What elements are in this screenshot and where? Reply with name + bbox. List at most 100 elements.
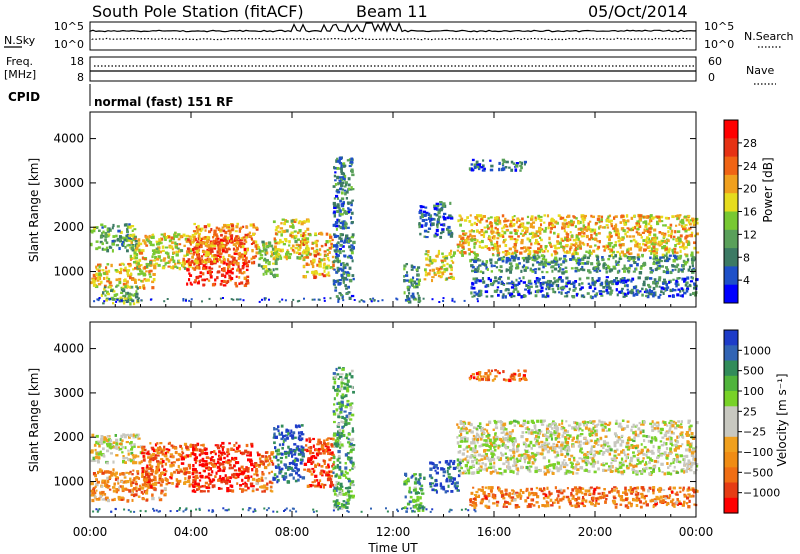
velocity-echo-cell	[328, 470, 331, 474]
power-echo-cell	[238, 244, 241, 248]
power-echo-cell	[145, 238, 149, 242]
power-echo-cell	[311, 270, 315, 275]
power-echo-cell	[406, 271, 409, 274]
power-echo-cell	[517, 225, 520, 229]
power-echo-cell	[312, 242, 315, 245]
power-echo-cell	[563, 229, 566, 233]
power-echo-cell	[529, 256, 533, 259]
power-echo-cell	[508, 282, 512, 285]
velocity-echo-cell	[201, 451, 204, 455]
power-echo-cell	[243, 239, 247, 242]
power-echo-cell	[686, 287, 690, 291]
velocity-echo-cell	[117, 480, 120, 483]
power-echo-cell	[436, 220, 440, 224]
power-scatter-cell	[373, 299, 376, 302]
power-echo-cell	[347, 187, 351, 191]
velocity-echo-cell	[161, 459, 165, 464]
velocity-echo-cell	[320, 483, 324, 486]
velocity-echo-cell	[323, 470, 326, 474]
power-echo-cell	[472, 286, 476, 290]
velocity-echo-cell	[159, 477, 162, 480]
power-echo-cell	[196, 281, 200, 285]
power-echo-cell	[437, 249, 441, 254]
velocity-echo-cell	[349, 490, 353, 493]
velocity-echo-cell	[158, 445, 161, 449]
power-echo-cell	[686, 285, 689, 288]
power-echo-cell	[306, 227, 310, 231]
power-echo-cell	[479, 214, 483, 218]
power-echo-cell	[297, 231, 300, 235]
power-echo-cell	[146, 278, 150, 282]
power-echo-cell	[656, 261, 659, 264]
power-echo-cell	[528, 239, 532, 243]
velocity-echo-cell	[324, 445, 328, 448]
power-echo-cell	[190, 249, 193, 252]
velocity-echo-cell	[295, 463, 298, 467]
velocity-echo-cell	[106, 461, 109, 465]
velocity-echo-cell	[137, 455, 140, 458]
velocity-echo-cell	[140, 452, 144, 455]
power-echo-cell	[175, 250, 179, 254]
power-echo-cell	[669, 288, 672, 293]
velocity-echo-cell	[227, 461, 231, 465]
power-echo-cell	[582, 228, 587, 231]
velocity-echo-cell	[308, 484, 313, 488]
power-echo-cell	[591, 237, 595, 241]
velocity-echo-cell	[173, 447, 178, 450]
power-echo-cell	[569, 231, 572, 234]
velocity-echo-cell	[161, 471, 165, 475]
power-echo-cell	[489, 216, 493, 219]
power-echo-cell	[596, 217, 601, 222]
velocity-echo-cell	[129, 490, 133, 494]
velocity-echo-cell	[183, 455, 187, 459]
power-echo-cell	[151, 286, 155, 290]
power-echo-cell	[221, 268, 225, 272]
velocity-echo-cell	[183, 442, 188, 446]
power-echo-cell	[622, 295, 626, 298]
velocity-echo-cell	[286, 451, 291, 455]
velocity-echo-cell	[253, 473, 256, 476]
power-echo-cell	[630, 216, 634, 220]
velocity-echo-cell	[124, 461, 127, 464]
velocity-echo-cell	[193, 457, 197, 462]
power-echo-cell	[163, 232, 167, 237]
power-echo-cell	[434, 232, 437, 235]
nsky-tick-high: 10^5	[54, 20, 84, 33]
power-echo-cell	[566, 215, 569, 219]
power-echo-cell	[188, 278, 191, 282]
power-echo-cell	[192, 252, 196, 256]
velocity-echo-cell	[126, 458, 130, 461]
power-echo-cell	[566, 250, 569, 254]
power-echo-cell	[693, 269, 696, 272]
power-echo-cell	[230, 228, 234, 232]
velocity-echo-cell	[206, 486, 211, 489]
velocity-echo-cell	[98, 470, 102, 474]
velocity-echo-cell	[284, 463, 288, 467]
velocity-echo-cell	[133, 487, 136, 491]
velocity-echo-cell	[219, 487, 223, 490]
power-echo-cell	[496, 253, 500, 257]
power-echo-cell	[497, 218, 500, 222]
power-echo-cell	[594, 294, 597, 298]
power-echo-cell	[276, 241, 281, 245]
power-echo-cell	[489, 278, 492, 283]
velocity-echo-cell	[316, 462, 319, 466]
power-echo-cell	[95, 226, 99, 229]
velocity-echo-cell	[241, 478, 244, 482]
power-echo-cell	[185, 234, 189, 238]
power-echo-cell	[345, 262, 349, 266]
velocity-echo-cell	[245, 443, 249, 448]
velocity-echo-cell	[145, 478, 149, 482]
velocity-echo-cell	[219, 444, 222, 448]
velocity-echo-cell	[330, 443, 333, 447]
power-echo-cell	[513, 283, 517, 287]
power-echo-cell	[196, 254, 200, 258]
power-scatter-cell	[140, 299, 143, 302]
power-echo-cell	[154, 256, 157, 260]
power-echo-cell	[515, 263, 519, 266]
power-echo-cell	[111, 226, 114, 230]
velocity-echo-cell	[141, 497, 145, 501]
power-echo-cell	[545, 287, 548, 291]
power-echo-cell	[618, 269, 621, 273]
